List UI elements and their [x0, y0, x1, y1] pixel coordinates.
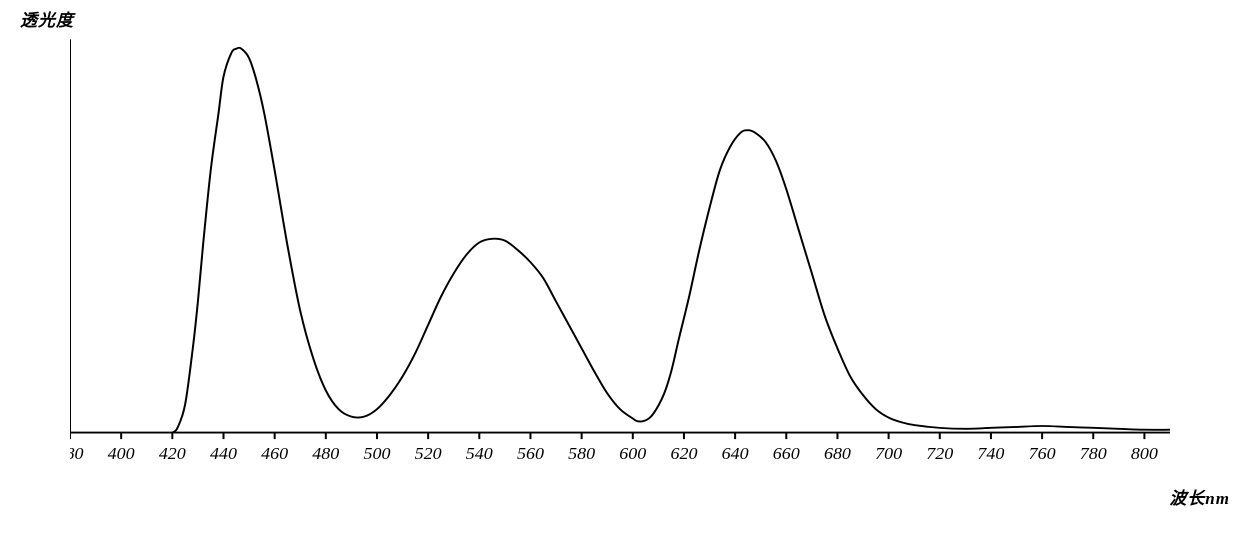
- axes-group: [70, 39, 1170, 432]
- svg-text:480: 480: [312, 443, 339, 462]
- svg-text:660: 660: [773, 443, 800, 462]
- svg-text:560: 560: [517, 443, 544, 462]
- svg-text:420: 420: [159, 443, 186, 462]
- svg-text:700: 700: [875, 443, 902, 462]
- svg-text:520: 520: [415, 443, 442, 462]
- svg-text:640: 640: [722, 443, 749, 462]
- svg-text:620: 620: [670, 443, 697, 462]
- plot-svg: 380 400 420 440 460 480 500 520 540 560 580 600 620 6…: [70, 30, 1170, 470]
- svg-text:720: 720: [926, 443, 953, 462]
- ticks-group: 380 400 420 440 460 480 500 520 540 560 580 600 620 6…: [70, 48, 1158, 462]
- svg-text:540: 540: [466, 443, 493, 462]
- svg-text:580: 580: [568, 443, 595, 462]
- svg-text:460: 460: [261, 443, 288, 462]
- svg-text:500: 500: [363, 443, 390, 462]
- svg-text:800: 800: [1131, 443, 1158, 462]
- svg-text:760: 760: [1029, 443, 1056, 462]
- svg-text:740: 740: [977, 443, 1004, 462]
- spectrum-chart: 透光度 波长nm 380 400 420 440 460 480 500 520 540 560 5…: [0, 0, 1240, 534]
- svg-text:400: 400: [108, 443, 135, 462]
- svg-text:780: 780: [1080, 443, 1107, 462]
- svg-text:380: 380: [70, 443, 84, 462]
- y-axis-label: 透光度: [20, 6, 74, 31]
- svg-text:600: 600: [619, 443, 646, 462]
- spectrum-curve: [172, 48, 1170, 433]
- x-axis-label: 波长nm: [1169, 484, 1230, 509]
- svg-text:680: 680: [824, 443, 851, 462]
- svg-text:440: 440: [210, 443, 237, 462]
